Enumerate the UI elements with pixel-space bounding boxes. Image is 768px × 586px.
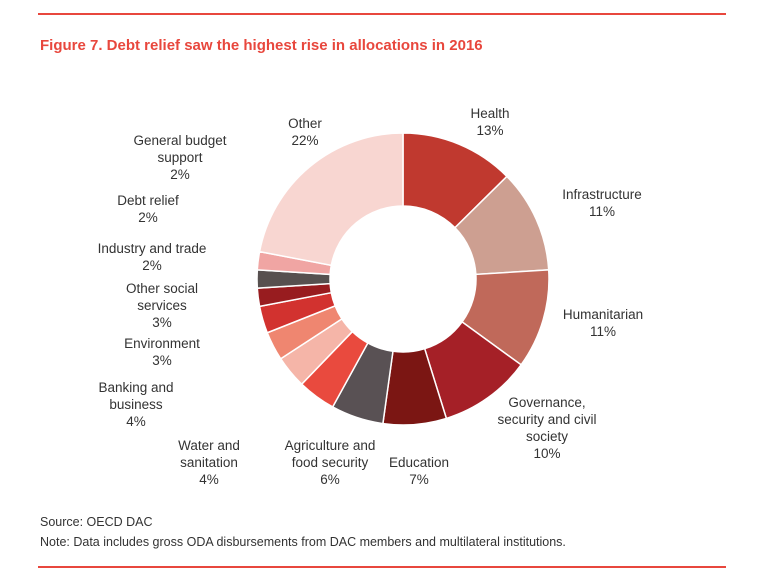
slice-label-6: Water and sanitation 4% <box>178 438 240 487</box>
data-note: Note: Data includes gross ODA disburseme… <box>40 535 566 549</box>
donut-slices <box>256 132 550 426</box>
source-note: Source: OECD DAC <box>40 515 153 529</box>
slice-label-8: Environment 3% <box>124 336 200 368</box>
slice-label-10: Industry and trade 2% <box>98 241 207 273</box>
bottom-rule <box>38 566 726 568</box>
slice-label-0: Health 13% <box>470 106 509 138</box>
slice-label-1: Infrastructure 11% <box>562 187 642 219</box>
chart-title: Figure 7. Debt relief saw the highest ri… <box>40 37 483 54</box>
slice-label-13: Other 22% <box>288 116 322 148</box>
slice-label-2: Humanitarian 11% <box>563 307 643 339</box>
slice-label-3: Governance, security and civil society 10% <box>497 395 596 461</box>
slice-label-12: General budget support 2% <box>133 133 226 182</box>
top-rule <box>38 13 726 15</box>
slice-label-5: Agriculture and food security 6% <box>285 438 376 487</box>
slice-labels: Health 13% Infrastructure 11% Humanitarian 11… <box>98 106 644 487</box>
slice-label-7: Banking and business 4% <box>98 380 173 429</box>
slice-label-4: Education 7% <box>389 455 449 487</box>
slice-label-11: Debt relief 2% <box>117 193 179 225</box>
slice-label-9: Other social services 3% <box>126 281 198 330</box>
slice-13 <box>258 132 404 267</box>
